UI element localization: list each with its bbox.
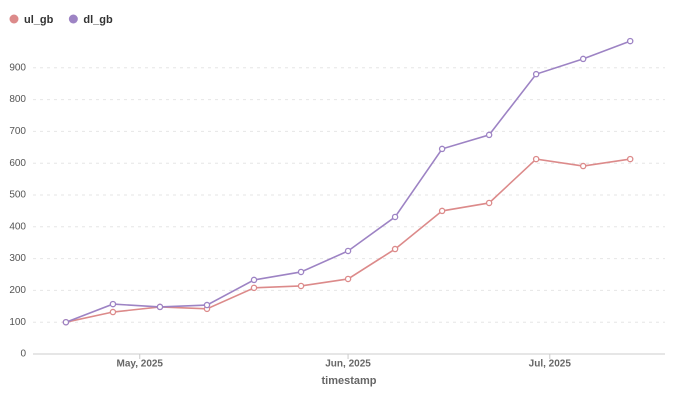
y-tick-label: 300 — [9, 253, 26, 264]
data-point — [391, 245, 399, 253]
legend: ul_gb dl_gb — [9, 14, 113, 26]
x-tick-label: Jul, 2025 — [529, 359, 572, 370]
legend-label: ul_gb — [24, 14, 54, 26]
data-point — [579, 162, 587, 170]
data-point — [62, 318, 70, 326]
data-point — [626, 37, 634, 45]
data-point — [485, 199, 493, 207]
data-point — [344, 247, 352, 255]
y-tick-label: 200 — [9, 285, 26, 296]
x-tick-label: Jun, 2025 — [325, 359, 371, 370]
data-point — [203, 301, 211, 309]
data-point — [250, 276, 258, 284]
legend-marker — [68, 14, 78, 24]
series-line — [65, 158, 631, 323]
data-point — [344, 275, 352, 283]
legend-marker — [9, 14, 19, 24]
y-tick-label: 0 — [20, 349, 26, 360]
data-point — [391, 213, 399, 221]
y-tick-label: 800 — [9, 94, 26, 105]
legend-label: dl_gb — [83, 14, 113, 26]
data-point — [532, 155, 540, 163]
data-point — [626, 155, 634, 163]
data-point — [579, 55, 587, 63]
data-point — [532, 70, 540, 78]
data-point — [485, 131, 493, 139]
data-point — [438, 207, 446, 215]
y-tick-label: 400 — [9, 221, 26, 232]
data-point — [109, 308, 117, 316]
y-tick-label: 100 — [9, 317, 26, 328]
data-point — [109, 300, 117, 308]
data-point — [438, 145, 446, 153]
y-tick-label: 600 — [9, 158, 26, 169]
y-tick-label: 700 — [9, 126, 26, 137]
x-axis-title: timestamp — [321, 375, 376, 387]
data-point — [156, 303, 164, 311]
data-point — [297, 268, 305, 276]
y-tick-label: 900 — [9, 62, 26, 73]
data-point — [297, 282, 305, 290]
x-tick-label: May, 2025 — [116, 359, 163, 370]
data-point — [250, 284, 258, 292]
y-tick-label: 500 — [9, 190, 26, 201]
